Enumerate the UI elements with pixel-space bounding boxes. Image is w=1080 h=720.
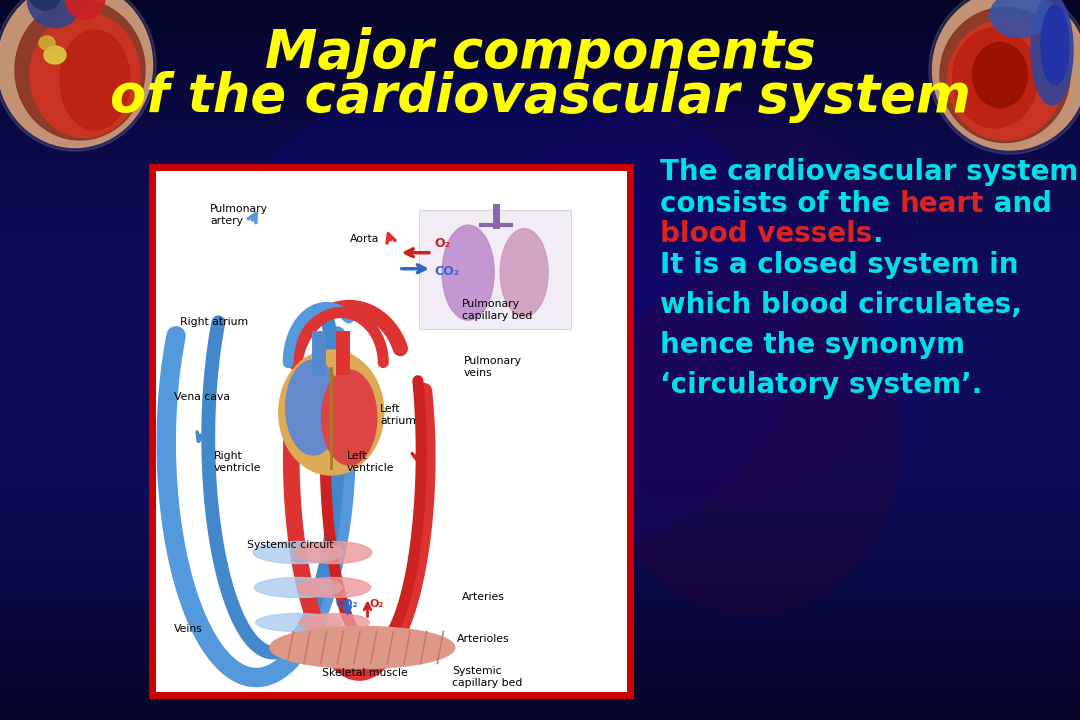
Ellipse shape <box>145 220 495 620</box>
Ellipse shape <box>0 0 156 151</box>
Ellipse shape <box>200 70 800 570</box>
Text: and: and <box>984 190 1052 218</box>
Text: It is a closed system in
which blood circulates,
hence the synonym
‘circulatory : It is a closed system in which blood cir… <box>660 251 1022 399</box>
Ellipse shape <box>932 0 1080 150</box>
Text: Arterioles: Arterioles <box>457 634 510 644</box>
Ellipse shape <box>299 613 369 631</box>
Ellipse shape <box>270 626 455 668</box>
Ellipse shape <box>256 613 341 631</box>
Ellipse shape <box>60 30 130 130</box>
Ellipse shape <box>279 350 383 475</box>
Text: of the cardiovascular system: of the cardiovascular system <box>109 71 971 123</box>
Ellipse shape <box>322 370 377 465</box>
Ellipse shape <box>929 0 1080 154</box>
Text: O₂: O₂ <box>369 599 383 609</box>
Ellipse shape <box>298 577 370 598</box>
Text: Systemic circuit: Systemic circuit <box>247 540 334 550</box>
Text: consists of the: consists of the <box>660 190 900 218</box>
Text: Aorta: Aorta <box>350 234 379 244</box>
Text: Veins: Veins <box>174 624 203 634</box>
Ellipse shape <box>27 0 63 10</box>
Ellipse shape <box>15 0 145 140</box>
Text: Major components: Major components <box>265 27 815 79</box>
Text: Pulmonary
veins: Pulmonary veins <box>464 356 522 378</box>
Ellipse shape <box>475 100 924 500</box>
Ellipse shape <box>1031 0 1074 105</box>
Text: O₂: O₂ <box>435 237 450 250</box>
Ellipse shape <box>297 541 372 564</box>
Text: heart: heart <box>900 190 984 218</box>
Text: Arteries: Arteries <box>462 592 504 602</box>
FancyBboxPatch shape <box>419 210 571 328</box>
Text: blood vessels: blood vessels <box>660 220 873 248</box>
Ellipse shape <box>39 36 55 50</box>
Text: Left
ventricle: Left ventricle <box>347 451 394 473</box>
Ellipse shape <box>1041 5 1069 85</box>
Text: Vena cava: Vena cava <box>174 392 230 402</box>
Text: Pulmonary
capillary bed: Pulmonary capillary bed <box>462 299 532 321</box>
Ellipse shape <box>953 28 1038 128</box>
Text: Systemic
capillary bed: Systemic capillary bed <box>453 666 523 688</box>
Ellipse shape <box>940 7 1070 143</box>
Ellipse shape <box>253 541 343 564</box>
FancyBboxPatch shape <box>152 167 630 695</box>
Ellipse shape <box>286 360 341 455</box>
Text: CO₂: CO₂ <box>336 599 357 609</box>
Ellipse shape <box>0 0 152 148</box>
Ellipse shape <box>500 229 549 317</box>
Ellipse shape <box>600 265 900 615</box>
Text: Right
ventricle: Right ventricle <box>214 451 261 473</box>
Ellipse shape <box>65 0 105 19</box>
Ellipse shape <box>442 225 495 320</box>
Text: Right atrium: Right atrium <box>180 317 248 327</box>
Ellipse shape <box>254 577 342 598</box>
Text: Skeletal muscle: Skeletal muscle <box>322 668 408 678</box>
Ellipse shape <box>947 20 1063 140</box>
Text: Pulmonary
artery: Pulmonary artery <box>210 204 268 226</box>
Ellipse shape <box>972 42 1027 107</box>
Ellipse shape <box>27 0 82 27</box>
Text: Left
atrium: Left atrium <box>380 404 416 426</box>
Text: The cardiovascular system: The cardiovascular system <box>660 158 1078 186</box>
Ellipse shape <box>44 46 66 64</box>
Ellipse shape <box>30 12 140 138</box>
Ellipse shape <box>990 0 1050 37</box>
Text: CO₂: CO₂ <box>435 265 460 278</box>
Text: .: . <box>873 220 882 248</box>
